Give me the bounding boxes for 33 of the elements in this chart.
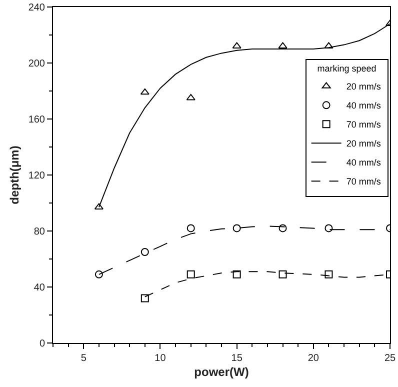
point (278, 224, 287, 232)
x-tick-label: 10 (154, 353, 166, 364)
y-tick-label: 0 (39, 338, 46, 350)
y-tick-label: 200 (28, 58, 46, 70)
point (324, 224, 333, 232)
y-tick-label: 240 (28, 2, 46, 14)
y-tick-label: 40 (34, 282, 46, 294)
legend-title: marking speed (317, 64, 376, 74)
x-tick-label: 15 (231, 353, 243, 364)
legend-label: 40 mm/s (346, 100, 382, 111)
y-tick-label: 120 (28, 170, 46, 182)
legend-label: 70 mm/s (346, 120, 382, 130)
point (324, 270, 333, 278)
legend-label: 20 mm/s (346, 82, 382, 92)
point (94, 270, 103, 278)
x-tick-label: 5 (80, 353, 87, 364)
point (140, 248, 149, 256)
x-tick-label: 25 (384, 353, 396, 364)
point (278, 270, 287, 278)
y-tick-label: 160 (28, 114, 46, 126)
point (186, 270, 195, 278)
x-tick-label: 20 (308, 353, 320, 364)
point (186, 224, 195, 232)
legend-label: 70 mm/s (346, 176, 382, 187)
point (232, 270, 241, 278)
y-axis-title: depth(μm) (8, 146, 22, 204)
point (140, 294, 149, 302)
x-axis-title: power(W) (194, 364, 249, 379)
legend-label: 20 mm/s (346, 138, 382, 149)
legend-label: 40 mm/s (346, 158, 382, 168)
point (140, 88, 150, 95)
point (232, 224, 241, 232)
y-tick-label: 80 (34, 226, 46, 238)
